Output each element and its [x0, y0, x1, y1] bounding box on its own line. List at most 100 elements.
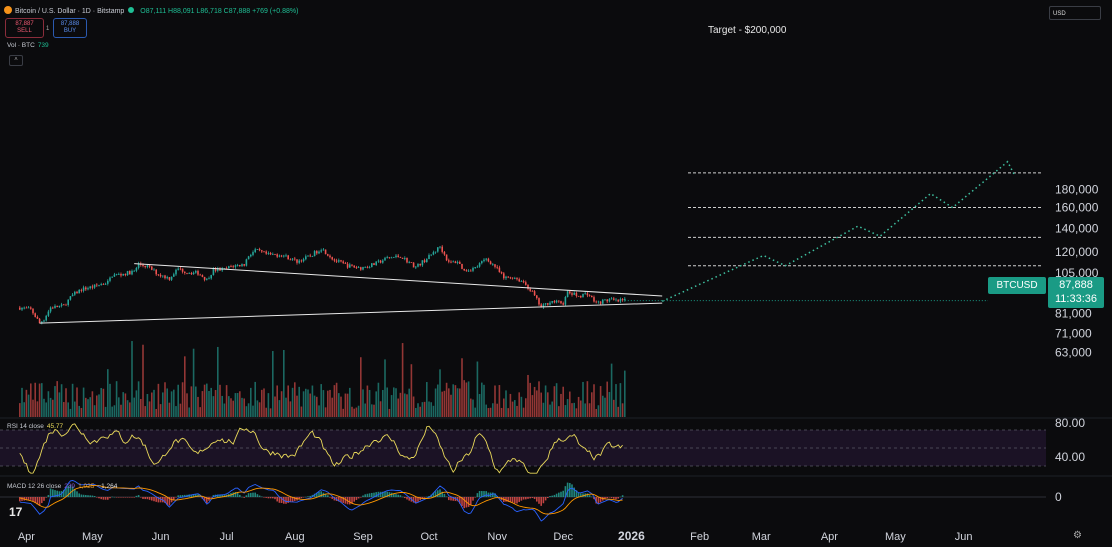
candles: [19, 245, 626, 325]
candle-body: [511, 277, 514, 279]
volume-bar: [536, 390, 538, 417]
candle-body: [316, 251, 318, 254]
volume-bar: [364, 403, 366, 417]
symbol-title: Bitcoin / U.S. Dollar · 1D · Bitstamp: [15, 8, 125, 15]
volume-bar: [514, 400, 516, 417]
rsi-label: RSI 14 close: [7, 423, 44, 430]
candle-body: [566, 291, 569, 298]
macd-histogram-bar: [538, 497, 540, 504]
volume-bar: [96, 395, 98, 417]
candle-body: [197, 271, 199, 275]
last-price: 87,888: [1059, 279, 1093, 291]
macd-histogram-bar: [382, 491, 384, 497]
macd-histogram-bar: [514, 497, 516, 504]
candle-body: [465, 270, 468, 272]
volume-bar: [357, 405, 360, 417]
volume-bar: [74, 401, 76, 417]
volume-bar: [417, 403, 419, 417]
macd-histogram-bar: [371, 492, 373, 497]
volume-bar: [489, 407, 492, 417]
volume-bar: [619, 383, 622, 417]
volume-bar: [274, 396, 276, 417]
candle-body: [212, 268, 215, 276]
candle-body: [155, 269, 157, 275]
price-tick-label: 63,000: [1055, 345, 1092, 359]
time-tick-label: Sep: [353, 531, 373, 543]
volume-bar: [181, 382, 184, 417]
macd-histogram-bar: [575, 490, 578, 497]
candle-body: [569, 291, 571, 294]
volume-bar: [575, 408, 578, 417]
macd-histogram-bar: [102, 497, 105, 500]
macd-histogram-bar: [173, 497, 175, 500]
currency-selector[interactable]: USD: [1049, 6, 1101, 20]
macd-histogram-bar: [606, 497, 608, 499]
volume-bar: [19, 403, 21, 417]
candle-body: [93, 284, 96, 288]
candle-body: [25, 307, 28, 309]
macd-histogram-bar: [148, 497, 151, 500]
rsi-tick-label: 40.00: [1055, 450, 1085, 464]
macd-histogram-bar: [507, 497, 509, 502]
candle-body: [492, 264, 494, 266]
candle-body: [166, 277, 168, 279]
macd-histogram-bar: [558, 492, 560, 497]
gear-icon[interactable]: ⚙: [1073, 530, 1082, 541]
volume-bar: [272, 351, 274, 417]
candle-body: [544, 303, 547, 305]
macd-histogram-bar: [320, 491, 322, 497]
candle-body: [558, 300, 560, 302]
candle-body: [377, 260, 380, 262]
macd-histogram-bar: [397, 494, 399, 497]
volume-bar: [146, 393, 149, 417]
candle-body: [516, 278, 518, 280]
sell-button[interactable]: 87,887 SELL: [5, 18, 44, 38]
buy-button[interactable]: 87,888 BUY: [53, 18, 87, 38]
candle-body: [111, 276, 113, 278]
macd-histogram-bar: [107, 497, 109, 500]
macd-histogram-bar: [494, 493, 496, 497]
candle-body: [509, 277, 512, 279]
candle-body: [450, 261, 452, 263]
volume-bar: [291, 387, 294, 417]
volume-bar: [454, 385, 457, 417]
macd-histogram-bar: [412, 497, 415, 503]
macd-histogram-bar: [280, 497, 283, 503]
volume-bar: [571, 403, 573, 417]
candle-body: [549, 302, 551, 305]
tradingview-logo[interactable]: 17: [9, 505, 23, 519]
macd-histogram-bar: [588, 495, 591, 497]
candle-body: [307, 255, 309, 257]
candle-body: [27, 307, 30, 309]
macd-histogram-bar: [401, 496, 404, 498]
candle-body: [43, 320, 45, 322]
volume-bar: [63, 402, 65, 417]
volume-bar: [522, 407, 525, 417]
candle-body: [311, 256, 314, 257]
chevron-up-icon[interactable]: ˄: [9, 55, 23, 66]
volume-bar: [327, 390, 329, 417]
ohlc-values: O87,111 H88,091 L86,718 C87,888 +769 (+0…: [140, 8, 299, 15]
candle-body: [452, 261, 454, 263]
candle-body: [298, 260, 300, 263]
volume-bar: [245, 406, 248, 417]
volume-bar: [437, 384, 439, 417]
volume-bar: [309, 393, 311, 417]
candle-body: [551, 301, 553, 303]
candle-body: [69, 296, 72, 300]
volume-bar: [111, 406, 113, 417]
buy-price: 87,888: [60, 21, 80, 27]
macd-histogram-bar: [210, 497, 212, 498]
candle-body: [56, 305, 58, 308]
macd-histogram-bar: [32, 497, 34, 502]
time-tick-label: Feb: [690, 531, 709, 543]
macd-histogram-bar: [131, 497, 133, 498]
macd-histogram-bar: [577, 492, 580, 497]
volume-bar: [549, 404, 551, 417]
triangle-lower-line: [39, 302, 663, 324]
time-tick-label: Aug: [285, 531, 305, 543]
candle-body: [500, 272, 503, 274]
volume-bar: [250, 387, 252, 417]
